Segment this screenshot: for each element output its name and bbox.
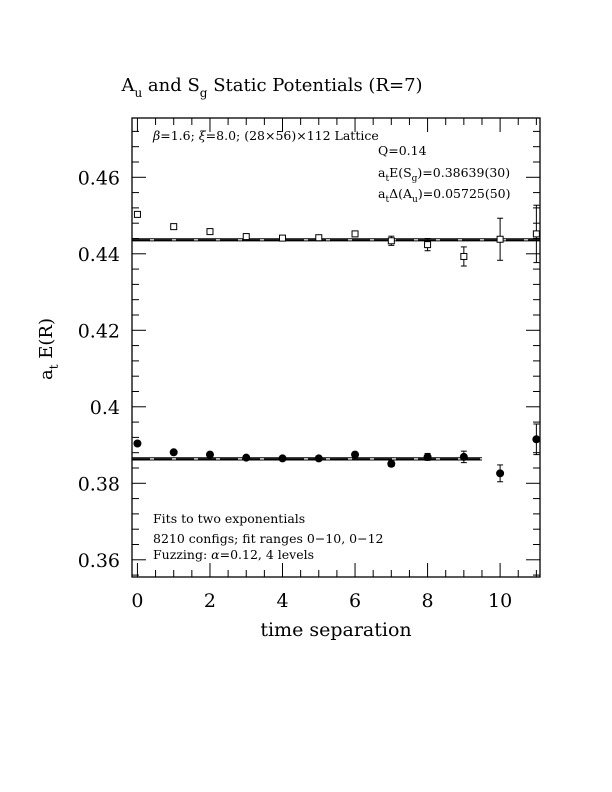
open-square-point xyxy=(279,234,287,242)
fit-bands xyxy=(132,238,540,461)
fuzzing-pre: Fuzzing: xyxy=(153,547,211,562)
es-t: t xyxy=(385,174,389,184)
chart-title: Au and Sg Static Potentials (R=7) xyxy=(120,75,422,100)
filled-circle-point xyxy=(278,454,287,463)
x-axis-label: time separation xyxy=(260,619,411,641)
x-tick-label: 8 xyxy=(422,590,434,612)
filled-circle-point xyxy=(314,454,323,463)
filled-circle-point xyxy=(496,469,505,478)
filled-circle-point xyxy=(423,452,432,461)
x-tick-label: 4 xyxy=(276,590,288,612)
title-suffix: Static Potentials (R=7) xyxy=(207,75,422,96)
open-square-point xyxy=(315,234,323,242)
open-square-point xyxy=(496,235,504,243)
fuzzing-post: =0.12, 4 levels xyxy=(220,547,314,562)
xi-symbol: ξ xyxy=(199,128,207,143)
ylabel-sub: t xyxy=(47,364,61,369)
y-tick-label: 0.4 xyxy=(90,397,120,419)
y-tick-label: 0.36 xyxy=(78,550,120,572)
y-tick-label: 0.44 xyxy=(78,244,120,266)
filled-circle-point xyxy=(133,439,142,448)
filled-circle-point xyxy=(532,435,541,444)
data-points xyxy=(133,204,541,483)
x-tick-label: 0 xyxy=(131,590,143,612)
filled-circle-point xyxy=(351,450,360,459)
open-square-point xyxy=(133,210,141,218)
lattice-text2: =8.0; (28×56)×112 Lattice xyxy=(206,128,379,143)
x-tick-label: 2 xyxy=(204,590,216,612)
es-mid: E(S xyxy=(389,165,412,180)
open-square-point xyxy=(242,233,250,241)
alpha-symbol: α xyxy=(211,547,220,562)
open-square-point xyxy=(424,241,432,249)
delta-annotation: atΔ(Au)=0.05725(50) xyxy=(378,186,511,205)
x-tick-label: 10 xyxy=(488,590,512,612)
title-mid: and S xyxy=(142,75,200,96)
fits-annotation: Fits to two exponentials xyxy=(153,511,305,526)
q-annotation: Q=0.14 xyxy=(378,143,427,158)
ylabel-rest: E(R) xyxy=(36,318,57,364)
beta-symbol: β xyxy=(152,128,160,143)
open-square-point xyxy=(532,230,540,238)
es-a: a xyxy=(378,165,386,180)
lattice-text1: =1.6; xyxy=(160,128,199,143)
filled-circle-point xyxy=(459,452,468,461)
delta-val: )=0.05725(50) xyxy=(418,186,511,201)
y-axis-label: at E(R) xyxy=(36,318,61,380)
filled-circle-point xyxy=(242,453,251,462)
delta-a: a xyxy=(378,186,386,201)
filled-circle-point xyxy=(387,459,396,468)
fuzzing-annotation: Fuzzing: α=0.12, 4 levels xyxy=(153,547,314,562)
title-prefix: A xyxy=(120,75,135,96)
energy-annotation: atE(Sg)=0.38639(30) xyxy=(378,165,510,184)
plot-frame xyxy=(131,117,541,578)
configs-annotation: 8210 configs; fit ranges 0−10, 0−12 xyxy=(153,531,384,546)
axis-tick-labels: 0 2 4 6 8 10 0.36 0.38 0.4 0.42 0.44 0.46 xyxy=(78,167,513,612)
open-square-point xyxy=(206,228,214,236)
x-tick-label: 6 xyxy=(349,590,361,612)
ylabel-main: a xyxy=(36,369,57,380)
axis-ticks xyxy=(132,118,540,577)
filled-circle-point xyxy=(205,450,214,459)
open-square-point xyxy=(460,252,468,260)
y-tick-label: 0.46 xyxy=(78,167,120,189)
title-sub1: u xyxy=(134,86,142,100)
title-sub2: g xyxy=(200,86,208,100)
y-tick-label: 0.38 xyxy=(78,473,120,495)
delta-mid: Δ(A xyxy=(389,186,413,201)
es-sub: g xyxy=(412,174,418,184)
delta-sub: u xyxy=(412,195,418,205)
open-square-point xyxy=(387,237,395,245)
open-square-point xyxy=(170,223,178,231)
es-val: )=0.38639(30) xyxy=(417,165,510,180)
lattice-annotation: β=1.6; ξ=8.0; (28×56)×112 Lattice xyxy=(152,128,379,143)
filled-circle-point xyxy=(169,448,178,457)
y-tick-label: 0.42 xyxy=(78,320,120,342)
delta-t: t xyxy=(385,195,389,205)
open-square-point xyxy=(351,230,359,238)
